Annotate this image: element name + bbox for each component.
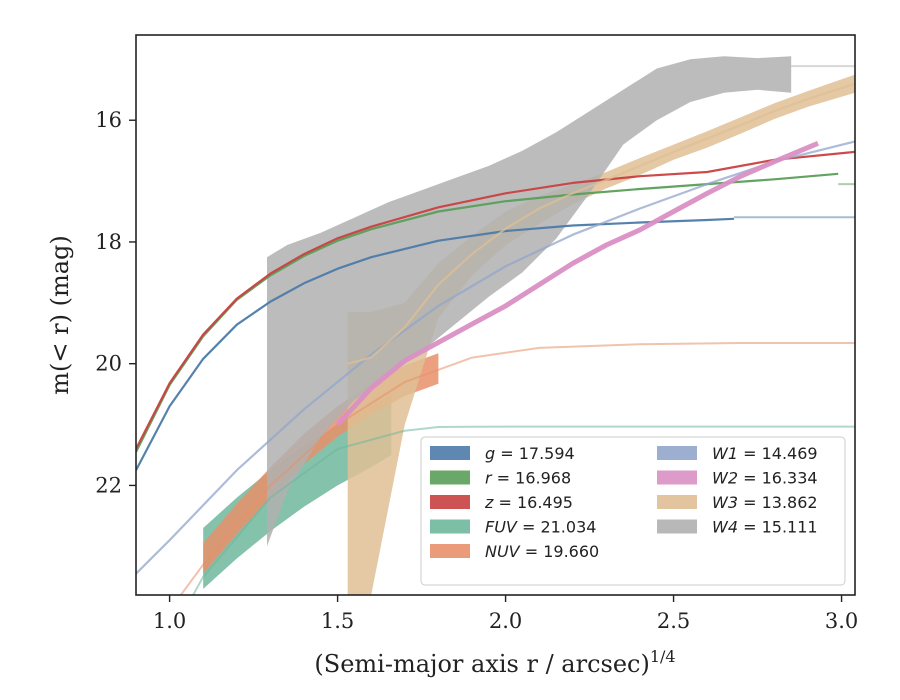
legend-swatch-w4	[657, 519, 697, 534]
z-line	[136, 150, 855, 450]
axis-ticks: 1.0 1.5 2.0 2.5 3.0 16 18 20 22	[95, 108, 858, 633]
y-tick-label: 20	[95, 352, 122, 376]
legend-box	[420, 436, 846, 586]
x-tick-label: 1.5	[321, 609, 354, 633]
legend-label-fuv: FUV = 21.034	[485, 518, 596, 537]
legend-swatch-w1	[657, 446, 697, 460]
legend: g = 17.594 r = 16.968 z = 16.495 FUV = 21.0…	[420, 436, 846, 586]
x-tick-label: 3.0	[825, 609, 858, 633]
w4-band	[267, 56, 792, 547]
legend-label-w2: W2 = 16.334	[712, 469, 818, 488]
x-axis-label: (Semi-major axis r / arcsec)1/4	[314, 647, 675, 678]
uncertainty-bands	[203, 56, 855, 595]
legend-swatch-g	[430, 446, 470, 460]
y-tick-label: 18	[95, 230, 122, 254]
legend-label-nuv: NUV = 19.660	[485, 542, 599, 561]
legend-label-g: g = 17.594	[485, 444, 575, 463]
legend-label-w4: W4 = 15.111	[712, 518, 818, 537]
y-axis-label: m(< r) (mag)	[46, 235, 74, 394]
x-tick-label: 1.0	[153, 609, 186, 633]
w3-line	[347, 82, 855, 365]
legend-swatch-nuv	[430, 544, 470, 558]
x-tick-label: 2.5	[657, 609, 690, 633]
g-line	[136, 217, 735, 471]
legend-swatch-z	[430, 495, 470, 509]
legend-label-z: z = 16.495	[484, 493, 573, 512]
w2-line	[335, 140, 819, 427]
series-lines	[136, 65, 855, 595]
y-tick-label: 16	[95, 108, 122, 132]
y-tick-label: 22	[95, 473, 122, 497]
fuv-band	[203, 394, 392, 589]
legend-label-w1: W1 = 14.469	[712, 444, 818, 463]
fuv-model-line	[191, 425, 855, 595]
legend-label-w3: W3 = 13.862	[712, 493, 818, 512]
legend-label-r: r = 16.968	[485, 469, 571, 488]
legend-swatch-w3	[657, 495, 697, 509]
w3-band	[347, 74, 855, 595]
nuv-model-line	[179, 342, 855, 595]
legend-swatch-w2	[657, 470, 697, 485]
legend-swatch-r	[430, 470, 470, 485]
legend-swatch-fuv	[430, 519, 470, 534]
plot-frame	[135, 34, 856, 596]
x-tick-label: 2.0	[489, 609, 522, 633]
w1-line	[136, 140, 855, 575]
